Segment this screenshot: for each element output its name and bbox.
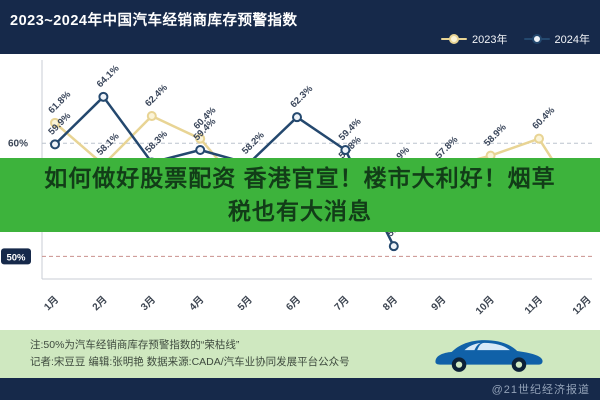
tick-label: 50% <box>6 252 26 263</box>
month-label: 11月 <box>522 294 545 317</box>
legend-item-2023年: 2023年 <box>441 31 508 47</box>
tick-label: 60% <box>8 139 28 150</box>
data-point <box>50 117 60 128</box>
point-label: 58.1% <box>95 131 122 158</box>
month-label: 8月 <box>380 294 399 313</box>
point-label: 64.1% <box>95 63 122 90</box>
legend-label: 2024年 <box>554 34 590 46</box>
bottom-bar: @21世纪经济报道 <box>0 378 600 400</box>
source-watermark: @21世纪经济报道 <box>491 384 590 396</box>
page-title: 2023~2024年中国汽车经销商库存预警指数 <box>10 13 298 29</box>
chart-header: 2023~2024年中国汽车经销商库存预警指数 2023年 2024年 <box>0 0 600 54</box>
series-line-2024年 <box>54 95 395 247</box>
chart-legend: 2023年 2024年 <box>441 31 590 47</box>
footnote-boom-bust: 注:50%为汽车经销商库存预警指数的“荣枯线” <box>30 339 240 351</box>
overlay-ad-line1: 如何做好股票配资 香港官宣！楼市大利好！烟草 <box>44 164 556 191</box>
data-point <box>195 133 206 144</box>
month-label: 3月 <box>138 294 157 313</box>
data-point <box>195 145 206 155</box>
data-point <box>50 139 60 150</box>
data-point <box>146 111 157 122</box>
point-label: 58.9% <box>482 122 509 149</box>
month-label: 9月 <box>429 294 448 313</box>
month-label: 2月 <box>90 294 109 313</box>
month-label: 10月 <box>473 294 496 317</box>
month-label: 4月 <box>187 294 206 313</box>
month-label: 12月 <box>570 294 593 317</box>
overlay-ad-banner[interactable]: 如何做好股票配资 香港官宣！楼市大利好！烟草 税也有大消息 <box>0 158 600 232</box>
inventory-index-line-chart: 60%50%61.8%58.1%62.4%60.4%55.4%54.0%57.8… <box>1 60 600 317</box>
data-point <box>340 145 351 155</box>
point-label: 62.4% <box>143 82 170 109</box>
footnote-credits: 记者:宋豆豆 编辑:张明艳 数据来源:CADA/汽车业协同发展平台公众号 <box>30 356 350 368</box>
tick-badge <box>1 248 31 265</box>
data-point <box>534 133 544 144</box>
car-icon <box>435 340 543 372</box>
point-label: 61.8% <box>46 89 73 116</box>
legend-swatch <box>523 34 550 44</box>
month-label: 5月 <box>235 294 254 313</box>
point-label: 60.4% <box>530 105 557 132</box>
legend-item-2024年: 2024年 <box>523 31 590 47</box>
legend-swatch <box>441 34 468 44</box>
footer-band: 注:50%为汽车经销商库存预警指数的“荣枯线” 记者:宋豆豆 编辑:张明艳 数据… <box>0 330 600 378</box>
point-label: 62.3% <box>288 83 315 110</box>
point-label: 58.2% <box>240 129 267 156</box>
legend-label: 2023年 <box>472 34 508 46</box>
month-label: 6月 <box>284 294 303 313</box>
month-label: 1月 <box>42 294 61 313</box>
point-label: 58.3% <box>143 128 170 155</box>
month-label: 7月 <box>332 294 351 313</box>
data-point <box>98 91 109 102</box>
overlay-ad-line2: 税也有大消息 <box>228 198 372 224</box>
data-point <box>388 241 399 252</box>
data-point <box>292 112 302 123</box>
